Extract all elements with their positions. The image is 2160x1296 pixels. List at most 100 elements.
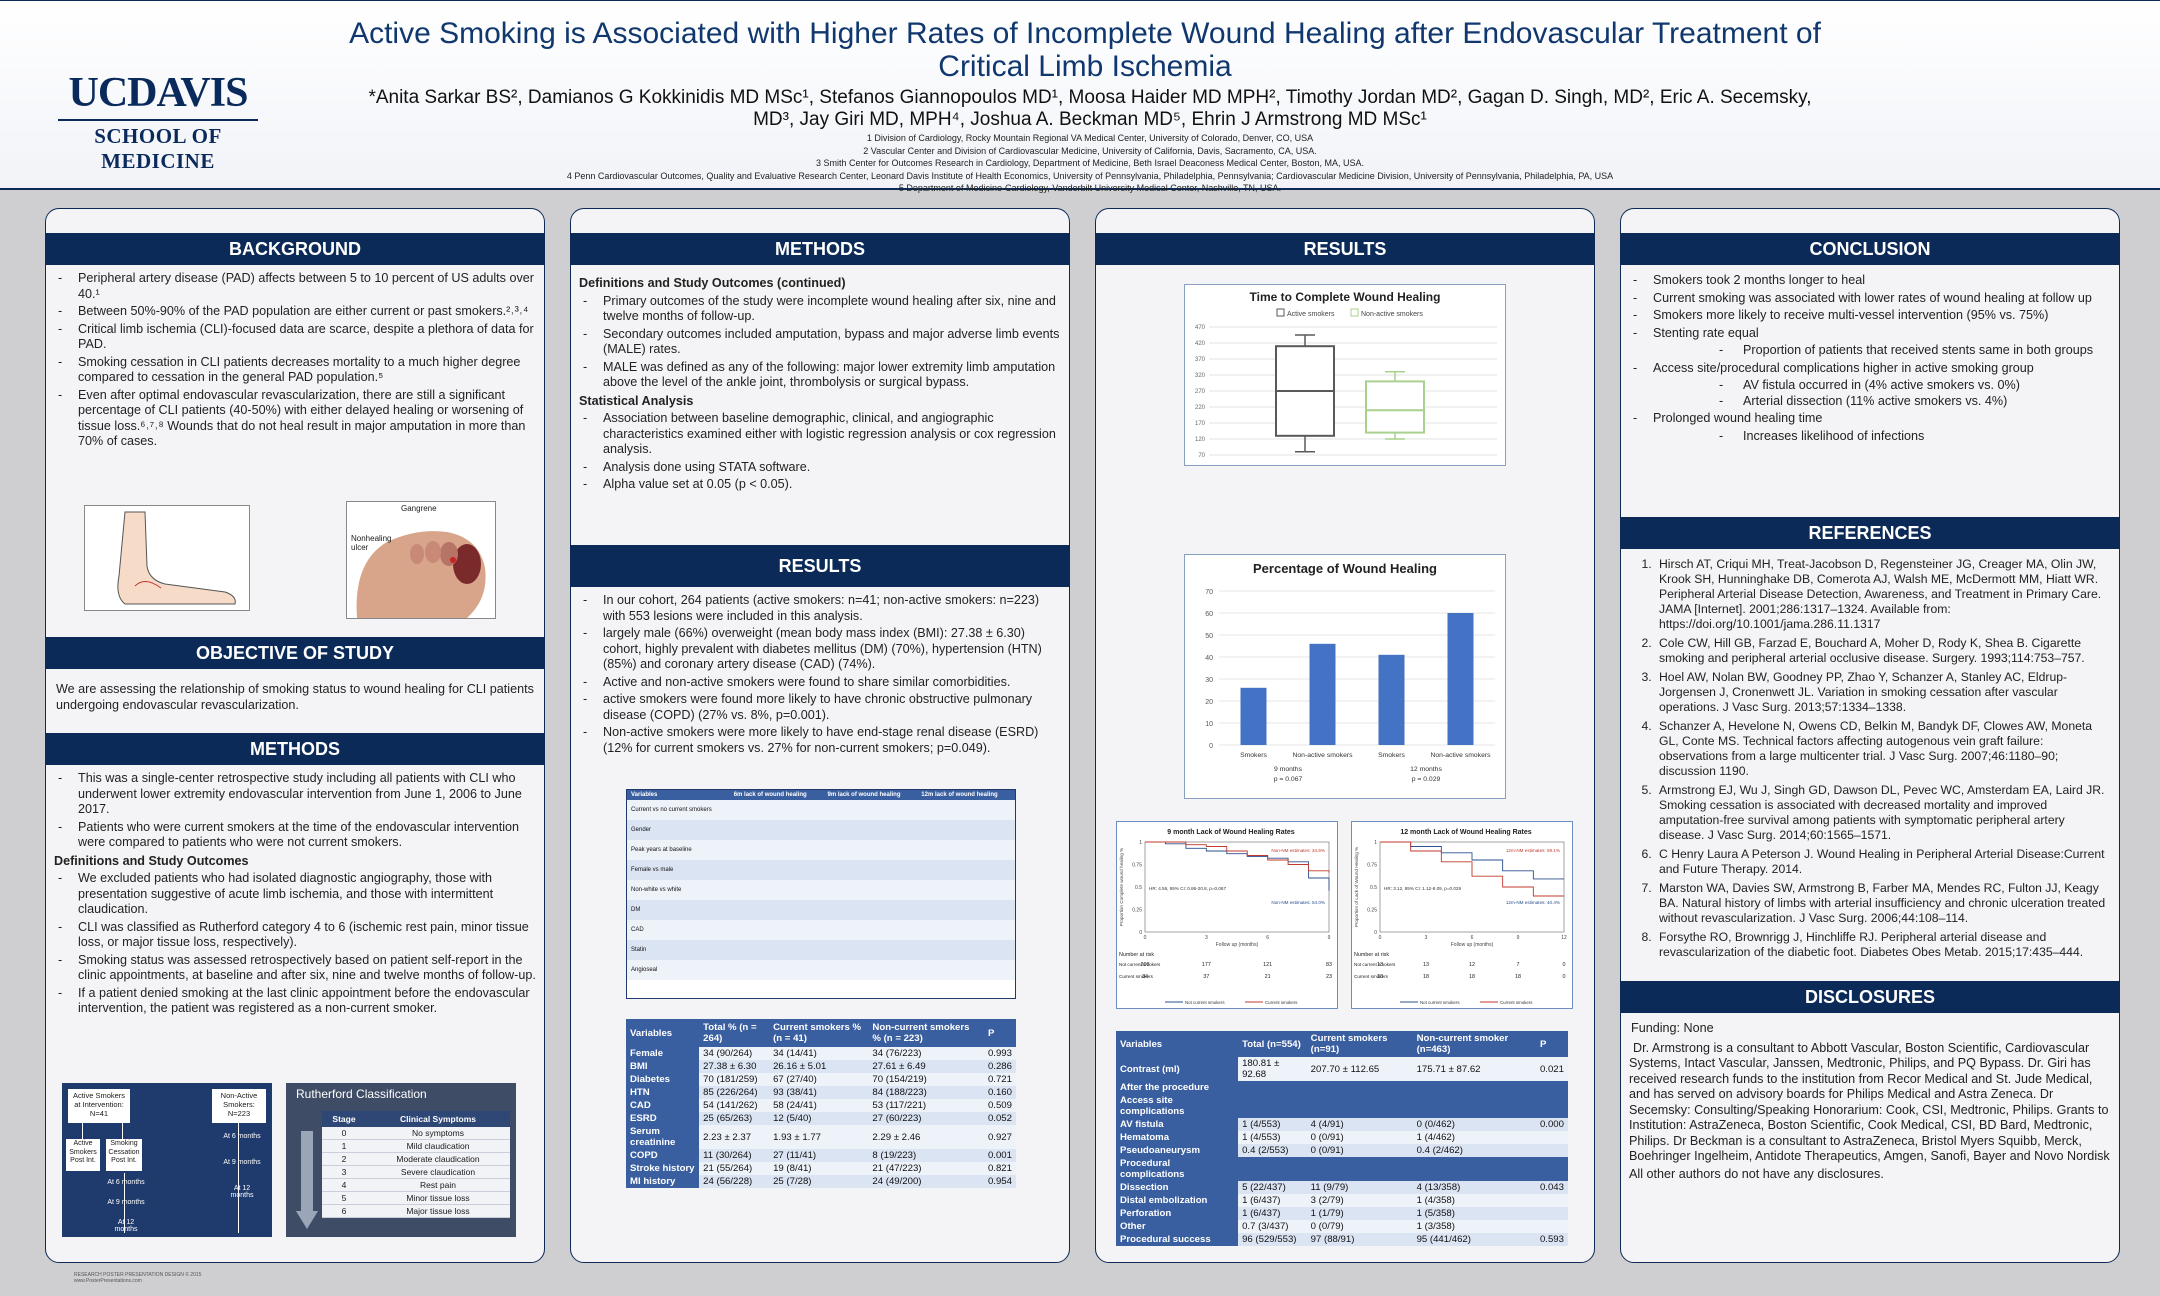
risk-value: 23 xyxy=(1326,974,1332,980)
flow-connector xyxy=(82,1103,83,1139)
statistics-item: Analysis done using STATA software. xyxy=(579,460,1061,476)
y-tick-label: 420 xyxy=(1195,341,1206,347)
affiliation: 5 Department of Medicine-Cardiology, Van… xyxy=(898,183,1282,193)
proc-cell: 1 (4/358) xyxy=(1412,1194,1536,1207)
down-arrow-icon xyxy=(296,1131,318,1229)
conclusion-list: Smokers took 2 months longer to heal Curr… xyxy=(1629,273,2111,444)
reg-cell xyxy=(823,880,918,900)
conclusion-sublist: Increases likelihood of infections xyxy=(1653,429,2111,445)
results-heading-2: RESULTS xyxy=(1096,233,1594,265)
title-line-2: Critical Limb Ischemia xyxy=(938,50,1232,83)
affiliation: 3 Smith Center for Outcomes Research in … xyxy=(815,158,1365,168)
demo-cell: 8 (19/223) xyxy=(868,1149,984,1162)
proc-cell: 180.81 ± 92.68 xyxy=(1238,1057,1307,1081)
proc-row: Pseudoaneurysm 0.4 (2/553) 0 (0/91) 0.4 (2/… xyxy=(1116,1144,1568,1157)
km-annotation: HR: 3.12, 95% CI: 1.12-8.09, p=0.029 xyxy=(1384,886,1461,891)
rutherford-row: 6 Major tissue loss xyxy=(322,1204,510,1218)
boxplot-svg: Time to Complete Wound Healing Active smo… xyxy=(1195,290,1497,459)
proc-variable: Hematoma xyxy=(1116,1131,1239,1144)
demo-cell: 2.23 ± 2.37 xyxy=(699,1125,770,1149)
demo-cell: 58 (24/41) xyxy=(769,1099,869,1112)
background-item: Peripheral artery disease (PAD) affects … xyxy=(54,271,536,302)
conclusion-subitem: Arterial dissection (11% active smokers … xyxy=(1653,394,2111,410)
methods-cont-body: Definitions and Study Outcomes (continue… xyxy=(579,273,1061,495)
proc-row: Dissection 5 (22/437) 11 (9/79) 4 (13/358) 0… xyxy=(1116,1181,1568,1194)
results-item: Non-active smokers were more likely to h… xyxy=(579,725,1061,756)
definitions-item: We excluded patients who had isolated di… xyxy=(54,871,536,918)
demo-cell: 0.286 xyxy=(983,1060,1016,1073)
disclosure-text: Dr. Armstrong is a consultant to Abbott … xyxy=(1629,1040,2110,1164)
poster-header: UCDAVIS SCHOOL OF MEDICINE Active Smokin… xyxy=(0,0,2160,193)
risk-value: 18 xyxy=(1469,974,1475,980)
author-list: *Anita Sarkar BS², Damianos G Kokkinidis… xyxy=(300,87,1880,131)
demo-cell: 0.721 xyxy=(983,1073,1016,1086)
risk-value: 18 xyxy=(1423,974,1429,980)
legend-swatch xyxy=(1350,308,1359,317)
proc-cell xyxy=(1306,1081,1413,1094)
ucdavis-logo: UCDAVIS SCHOOL OF MEDICINE xyxy=(48,69,268,174)
km-9month-svg: 9 month Lack of Wound Healing Rates 0 0.25… xyxy=(1119,829,1332,1005)
proc-cell xyxy=(1535,1081,1568,1094)
proc-group-row: Procedural complications xyxy=(1116,1157,1568,1181)
proc-cell: 1 (1/79) xyxy=(1306,1207,1413,1220)
demo-row: CAD 54 (141/262) 58 (24/41) 53 (117/221) 0.5… xyxy=(626,1099,1016,1112)
conclusion-item: Prolonged wound healing time Increases li… xyxy=(1629,411,2111,444)
y-tick-label: 50 xyxy=(1205,633,1213,640)
demo-header: Non-current smokers % (n = 223) xyxy=(868,1019,984,1047)
methods-cont-heading: METHODS xyxy=(571,233,1069,265)
conclusion-item: Stenting rate equal Proportion of patient… xyxy=(1629,326,2111,359)
reg-cell xyxy=(729,800,824,820)
proc-cell xyxy=(1535,1094,1568,1118)
proc-cell xyxy=(1535,1194,1568,1207)
x-tick-label: 9 xyxy=(1517,935,1520,941)
demo-variable: Female xyxy=(626,1047,700,1060)
proc-cell: 97 (88/91) xyxy=(1306,1233,1413,1246)
plot-frame xyxy=(1379,841,1565,933)
demo-cell: 0.052 xyxy=(983,1112,1016,1125)
x-tick-label: 9 xyxy=(1328,935,1331,941)
y-tick-label: 30 xyxy=(1205,677,1213,684)
conclusion-subitem: Increases likelihood of infections xyxy=(1653,429,2111,445)
disclosures-body: Funding: None Dr. Armstrong is a consult… xyxy=(1629,1021,2111,1182)
proc-group-row: After the procedure xyxy=(1116,1081,1568,1094)
proc-cell xyxy=(1535,1131,1568,1144)
reference-item: Marston WA, Davies SW, Armstrong B, Farb… xyxy=(1655,881,2111,926)
rutherford-stage: 1 xyxy=(322,1139,366,1153)
proc-variable: Procedural success xyxy=(1116,1233,1239,1246)
y-tick-label: 0.5 xyxy=(1370,885,1377,891)
conclusion-subitem: AV fistula occurred in (4% active smoker… xyxy=(1653,378,2111,394)
background-item: Critical limb ischemia (CLI)-focused dat… xyxy=(54,322,536,353)
proc-cell: 207.70 ± 112.65 xyxy=(1306,1057,1413,1081)
rutherford-row: 0 No symptoms xyxy=(322,1127,510,1140)
demo-row: HTN 85 (226/264) 93 (38/41) 84 (188/223) 0.1… xyxy=(626,1086,1016,1099)
statistics-item: Alpha value set at 0.05 (p < 0.05). xyxy=(579,477,1061,493)
x-tick-label: 12 xyxy=(1561,935,1567,941)
proc-cell: 4 (4/91) xyxy=(1306,1118,1413,1131)
reg-variable: Female vs male xyxy=(627,860,730,880)
proc-cell: 5 (22/437) xyxy=(1238,1181,1307,1194)
demographics-table-grid: Variables Total % (n = 264) Current smok… xyxy=(626,1019,1016,1188)
proc-variable: Other xyxy=(1116,1220,1239,1233)
y-tick-label: 120 xyxy=(1195,437,1206,443)
reg-cell xyxy=(823,960,918,980)
proc-cell: 1 (4/553) xyxy=(1238,1131,1307,1144)
proc-variable: Contrast (ml) xyxy=(1116,1057,1239,1081)
demo-cell: 0.993 xyxy=(983,1047,1016,1060)
demo-header: Variables xyxy=(626,1019,700,1047)
demo-header: P xyxy=(983,1019,1016,1047)
reference-item: Cole CW, Hill GB, Farzad E, Bouchard A, … xyxy=(1655,636,2111,666)
affiliations: 1 Division of Cardiology, Rocky Mountain… xyxy=(300,132,1880,195)
ulcer-label: Nonhealing ulcer xyxy=(351,534,392,552)
flow-active-post-box: Active Smokers Post Int. xyxy=(66,1139,100,1171)
reg-cell xyxy=(729,900,824,920)
proc-cell: 0 (0/91) xyxy=(1306,1144,1413,1157)
results-item: In our cohort, 264 patients (active smok… xyxy=(579,593,1061,624)
bar-chart-svg: Percentage of Wound Healing 0 10 20 30 40 50 60… xyxy=(1205,561,1495,783)
results-item: largely male (66%) overweight (mean body… xyxy=(579,626,1061,673)
demo-variable: Diabetes xyxy=(626,1073,700,1086)
demo-cell: 27 (60/223) xyxy=(868,1112,984,1125)
proc-header: Current smokers (n=91) xyxy=(1306,1031,1413,1057)
x-tick-label: 6 xyxy=(1471,935,1474,941)
bar xyxy=(1378,654,1405,745)
proc-row: Distal embolization 1 (6/437) 3 (2/79) 1 (4… xyxy=(1116,1194,1568,1207)
